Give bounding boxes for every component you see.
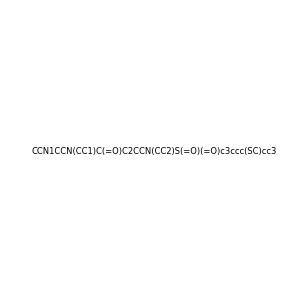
Text: CCN1CCN(CC1)C(=O)C2CCN(CC2)S(=O)(=O)c3ccc(SC)cc3: CCN1CCN(CC1)C(=O)C2CCN(CC2)S(=O)(=O)c3cc… bbox=[31, 147, 276, 156]
